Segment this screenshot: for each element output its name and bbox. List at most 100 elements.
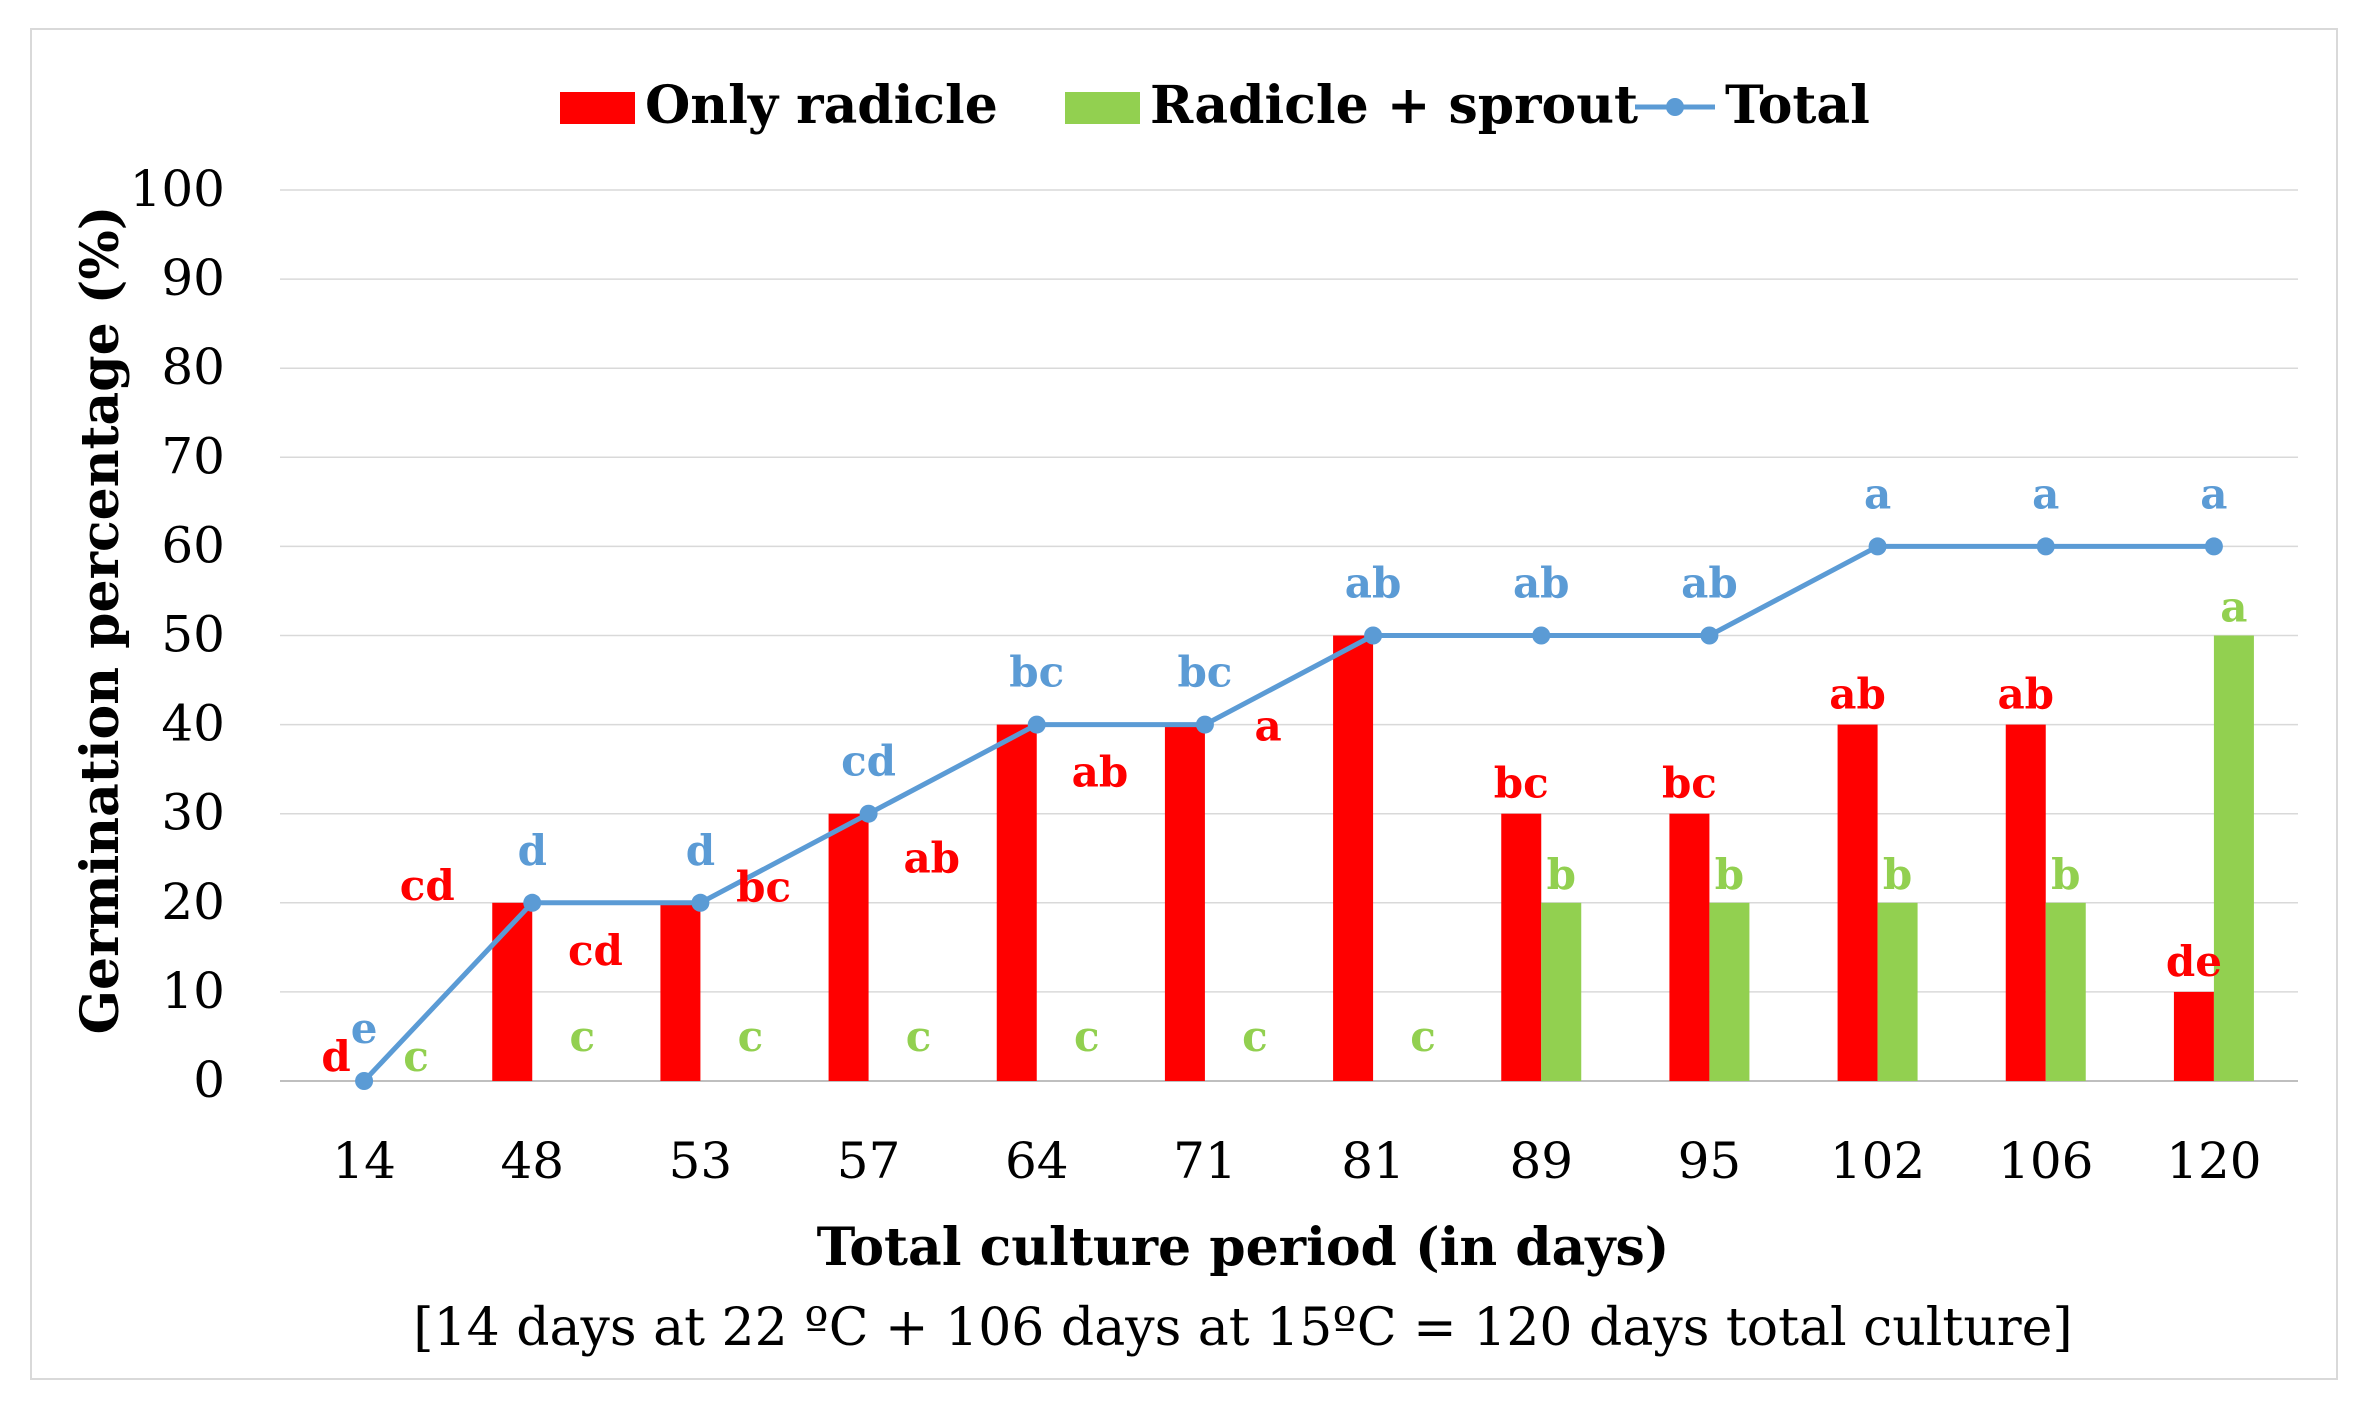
legend-label-radicle-sprout: Radicle + sprout [1150,75,1638,136]
y-tick-70: 70 [161,427,225,485]
y-tick-40: 40 [161,695,225,753]
x-axis-note: [14 days at 22 ºC + 106 days at 15ºC = 1… [413,1298,2072,1358]
letter-radicle-sprout-89: b [1547,850,1576,899]
legend-label-only-radicle: Only radicle [645,75,998,136]
letter-radicle-sprout-71: c [1242,1012,1268,1061]
y-tick-0: 0 [193,1051,225,1109]
chart-frame [30,28,2338,1380]
letter-radicle-sprout-102: b [1883,850,1912,899]
bar-only-radicle-53 [660,902,701,1081]
x-tick-57: 57 [837,1132,901,1190]
letter-only-radicle-89: bc [1494,759,1549,808]
bar-only-radicle-57 [828,813,869,1081]
letter-only-radicle-53: cd [568,926,623,975]
letter-total-53: d [686,826,715,875]
letter-only-radicle-71: ab [1072,748,1129,797]
point-total-57 [859,804,878,823]
point-total-89 [1532,626,1551,645]
y-tick-90: 90 [161,249,225,307]
letter-only-radicle-64: ab [903,834,960,883]
line-total [362,543,2214,1083]
legend-label-total: Total [1725,75,1870,136]
legend-swatch-radicle-sprout [1065,92,1140,124]
x-tick-81: 81 [1341,1132,1405,1190]
point-total-95 [1700,626,1719,645]
point-total-64 [1027,715,1046,734]
y-axis-title: Germination percentage (%) [70,206,131,1035]
letter-total-71: bc [1177,648,1232,697]
x-tick-14: 14 [332,1132,396,1190]
total-line [355,537,2223,1090]
x-tick-95: 95 [1678,1132,1742,1190]
letter-only-radicle-95: bc [1662,759,1717,808]
letter-radicle-sprout-95: b [1715,850,1744,899]
x-tick-53: 53 [669,1132,733,1190]
letter-total-64: bc [1009,648,1064,697]
x-tick-48: 48 [500,1132,564,1190]
x-tick-102: 102 [1830,1132,1925,1190]
y-tick-10: 10 [161,962,225,1020]
letter-only-radicle-81: a [1254,702,1281,751]
bar-radicle-sprout-102 [1877,902,1918,1081]
bar-only-radicle-95 [1669,813,1710,1081]
bar-only-radicle-71 [1164,724,1205,1081]
letter-only-radicle-120: de [2166,937,2222,986]
letter-total-102: a [1864,469,1891,518]
letter-only-radicle-14: d [321,1032,350,1081]
y-tick-20: 20 [161,873,225,931]
letter-radicle-sprout-106: b [2051,850,2080,899]
letter-total-95: ab [1681,559,1738,608]
letter-total-89: ab [1513,559,1570,608]
x-tick-71: 71 [1173,1132,1237,1190]
x-tick-89: 89 [1509,1132,1573,1190]
bar-only-radicle-120 [2173,991,2214,1081]
x-axis-ticks: 14 48 53 57 64 71 81 89 95 102 106 120 [332,1132,2261,1190]
point-total-71 [1195,715,1214,734]
letter-radicle-sprout-81: c [1410,1012,1436,1061]
letter-radicle-sprout-53: c [738,1012,764,1061]
point-total-14 [355,1072,374,1090]
legend-marker-total [1666,98,1684,116]
letter-radicle-sprout-14: c [403,1032,429,1081]
bars [492,635,2254,1081]
x-tick-64: 64 [1005,1132,1069,1190]
letter-total-106: a [2032,469,2059,518]
point-total-106 [2036,537,2055,556]
bar-only-radicle-48 [492,902,533,1081]
letter-total-14: e [351,1004,378,1053]
letter-only-radicle-57: bc [736,863,791,912]
x-axis-title: Total culture period (in days) [817,1217,1670,1278]
legend: Only radicle Radicle + sprout Total [560,75,1870,136]
point-total-48 [523,893,542,912]
bar-only-radicle-81 [1333,635,1374,1081]
letter-radicle-sprout-57: c [906,1012,932,1061]
point-total-102 [1868,537,1887,556]
letter-radicle-sprout-120: a [2220,583,2247,632]
letter-radicle-sprout-48: c [569,1012,595,1061]
y-tick-60: 60 [161,516,225,574]
bar-radicle-sprout-106 [2045,902,2086,1081]
letter-only-radicle-48: cd [400,861,455,910]
letter-radicle-sprout-64: c [1074,1012,1100,1061]
y-tick-30: 30 [161,784,225,842]
bar-only-radicle-64 [996,724,1037,1081]
x-tick-120: 120 [2166,1132,2261,1190]
point-total-81 [1364,626,1383,645]
letter-only-radicle-102: ab [1829,670,1886,719]
point-total-53 [691,893,710,912]
y-tick-50: 50 [161,606,225,664]
bar-radicle-sprout-89 [1541,902,1582,1081]
x-tick-106: 106 [1998,1132,2093,1190]
bar-radicle-sprout-95 [1709,902,1750,1081]
letter-total-81: ab [1345,559,1402,608]
bar-radicle-sprout-120 [2213,635,2254,1081]
legend-swatch-only-radicle [560,92,635,124]
letter-total-120: a [2200,469,2227,518]
letter-only-radicle-106: ab [1997,670,2054,719]
y-tick-100: 100 [130,160,225,218]
bar-only-radicle-106 [2005,724,2046,1081]
y-tick-80: 80 [161,338,225,396]
y-axis-ticks: 0 10 20 30 40 50 60 70 80 90 100 [130,160,225,1109]
